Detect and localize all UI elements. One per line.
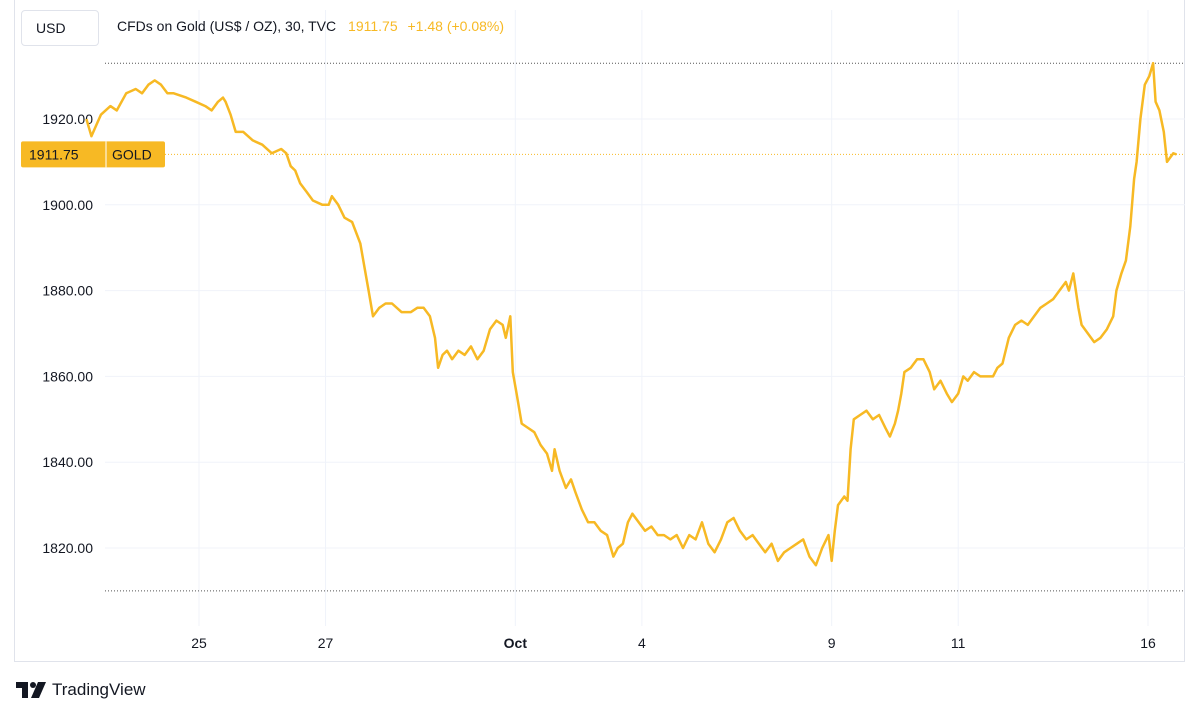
x-tick-label: 9 [828,635,836,651]
y-tick-label: 1820.00 [42,540,93,556]
price-badge-value: 1911.75 [29,146,79,162]
y-axis: 1820.00 1840.00 1860.00 1880.00 1900.00 1920.… [42,111,93,556]
x-tick-label: 27 [318,635,334,651]
chart-frame [14,0,1185,662]
price-badge-symbol: GOLD [112,146,152,162]
x-tick-label: 25 [191,635,207,651]
y-tick-label: 1900.00 [42,197,93,213]
y-tick-label: 1880.00 [42,283,93,299]
last-price: 1911.75 [348,18,398,34]
y-tick-label: 1840.00 [42,454,93,470]
series-gold-line [85,61,1177,567]
y-tick-label: 1920.00 [42,111,93,127]
price-change: +1.48 (+0.08%) [407,18,505,34]
price-badge: 1911.75 GOLD [21,141,165,168]
tradingview-brand[interactable]: TradingView [16,679,146,701]
y-tick-label: 1860.00 [42,368,93,384]
x-tick-label: 16 [1140,635,1156,651]
high-low-lines [105,62,1185,592]
x-tick-label: 4 [638,635,646,651]
symbol-name: CFDs on Gold (US$ / OZ), 30, TVC [117,18,337,34]
grid-lines [105,10,1185,626]
price-badge-bg [21,141,165,168]
currency-button[interactable]: USD [21,10,99,46]
x-tick-label: 11 [951,635,966,651]
brand-name: TradingView [52,680,146,699]
x-axis: 25 27 Oct 4 9 11 16 [191,635,1156,651]
tradingview-logo-icon [16,682,46,698]
x-tick-label: Oct [504,635,528,651]
symbol-legend: CFDs on Gold (US$ / OZ), 30, TVC 1911.75… [117,18,504,34]
